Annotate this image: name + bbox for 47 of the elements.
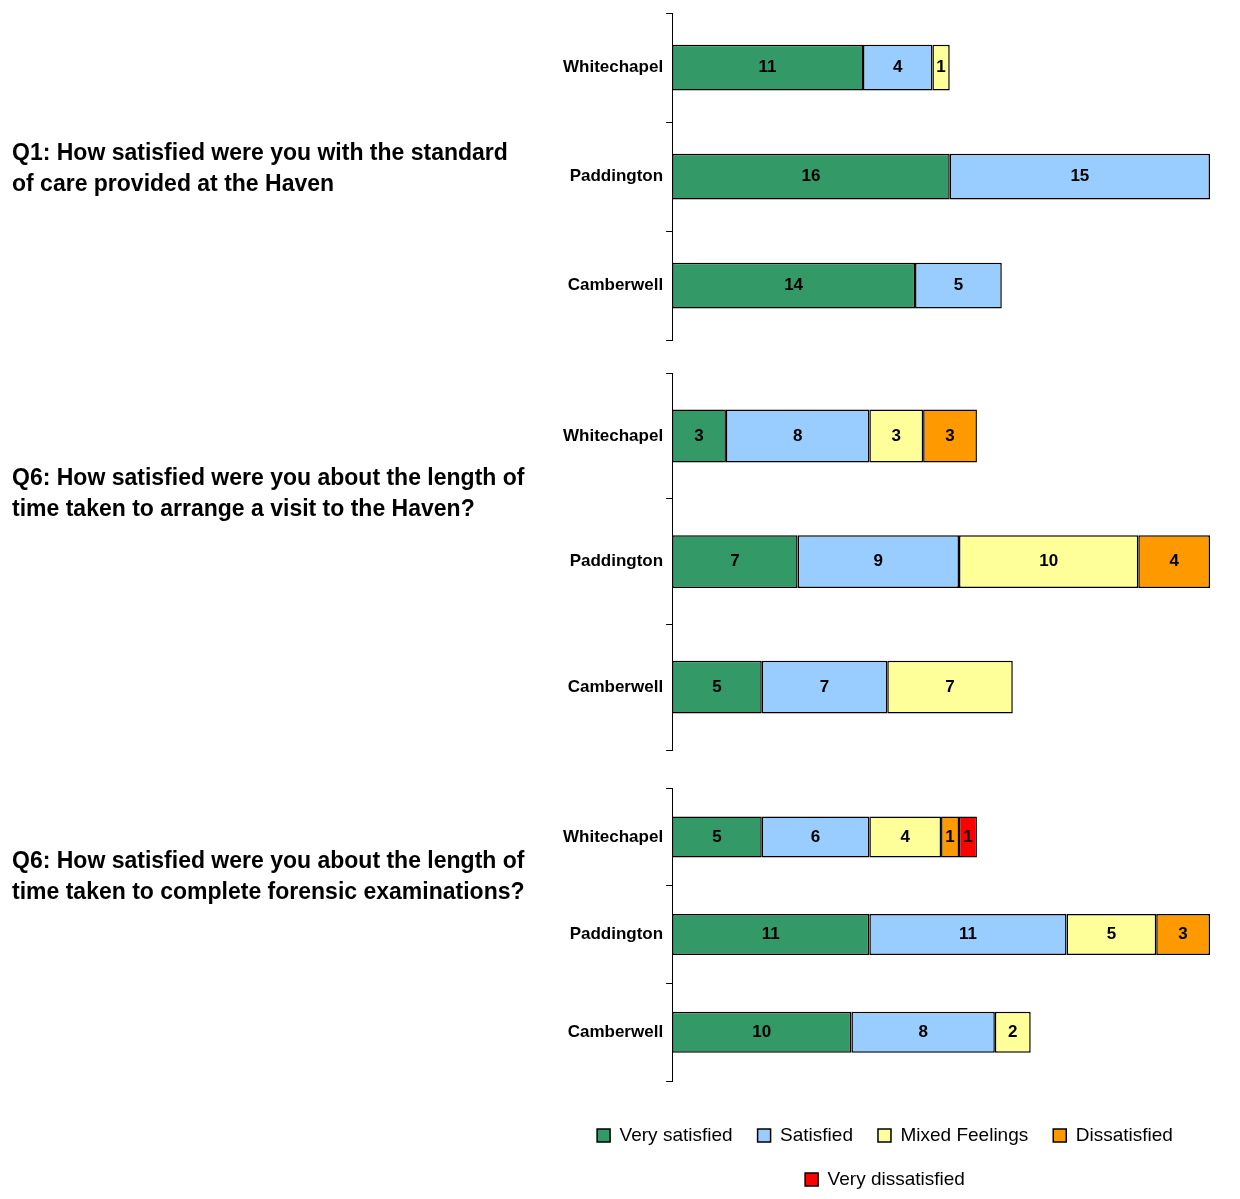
- data-label: 7: [730, 551, 740, 571]
- data-label: 4: [900, 826, 911, 846]
- data-label: 4: [1169, 551, 1180, 571]
- legend-label: Satisfied: [780, 1123, 853, 1145]
- text: Q6: How satisfied were you about the length of time taken to complete forensic examinations?: [12, 846, 526, 906]
- y-tick-label: Whitechapel: [563, 57, 664, 77]
- data-label: 15: [1070, 166, 1090, 186]
- data-label: 10: [752, 1021, 772, 1041]
- data-label: 3: [1178, 924, 1188, 944]
- data-label: 3: [694, 425, 704, 445]
- text: Q6: How satisfied were you about the length of time taken to arrange a visit to the Haven?: [12, 463, 526, 523]
- data-label: 10: [1039, 551, 1059, 571]
- data-label: 1: [963, 826, 973, 846]
- y-tick-label: Paddington: [569, 166, 664, 186]
- data-label: 2: [1008, 1021, 1018, 1041]
- data-label: 8: [918, 1021, 928, 1041]
- legend-label: Very satisfied: [619, 1123, 733, 1145]
- data-label: 5: [712, 676, 722, 696]
- y-tick-label: Whitechapel: [563, 826, 664, 846]
- data-label: 6: [810, 826, 821, 846]
- data-label: 1: [936, 57, 946, 77]
- data-label: 7: [819, 676, 830, 696]
- y-tick-label: Camberwell: [567, 1021, 664, 1041]
- data-label: 5: [1106, 924, 1117, 944]
- data-label: 5: [953, 275, 964, 295]
- data-label: 16: [801, 166, 821, 186]
- legend-label: Very dissatisfied: [827, 1167, 965, 1189]
- data-label: 11: [958, 924, 977, 944]
- data-label: 14: [784, 275, 804, 295]
- legend-label: Dissatisfied: [1075, 1123, 1173, 1145]
- data-label: 3: [945, 425, 955, 445]
- y-tick-label: Whitechapel: [563, 425, 664, 445]
- y-tick-label: Camberwell: [567, 676, 664, 696]
- data-label: 8: [792, 425, 803, 445]
- data-label: 4: [892, 57, 903, 77]
- y-tick-label: Camberwell: [567, 275, 664, 295]
- data-label: 11: [758, 57, 777, 77]
- data-label: 11: [761, 924, 780, 944]
- data-label: 3: [891, 425, 901, 445]
- y-tick-label: Paddington: [569, 924, 664, 944]
- text: Q1: How satisfied were you with the standard of care provided at the Haven: [12, 138, 509, 198]
- data-label: 1: [945, 826, 955, 846]
- y-tick-label: Paddington: [569, 551, 664, 571]
- data-label: 7: [945, 676, 955, 696]
- data-label: 9: [873, 551, 884, 571]
- legend-label: Mixed Feelings: [900, 1123, 1029, 1145]
- data-label: 5: [712, 826, 722, 846]
